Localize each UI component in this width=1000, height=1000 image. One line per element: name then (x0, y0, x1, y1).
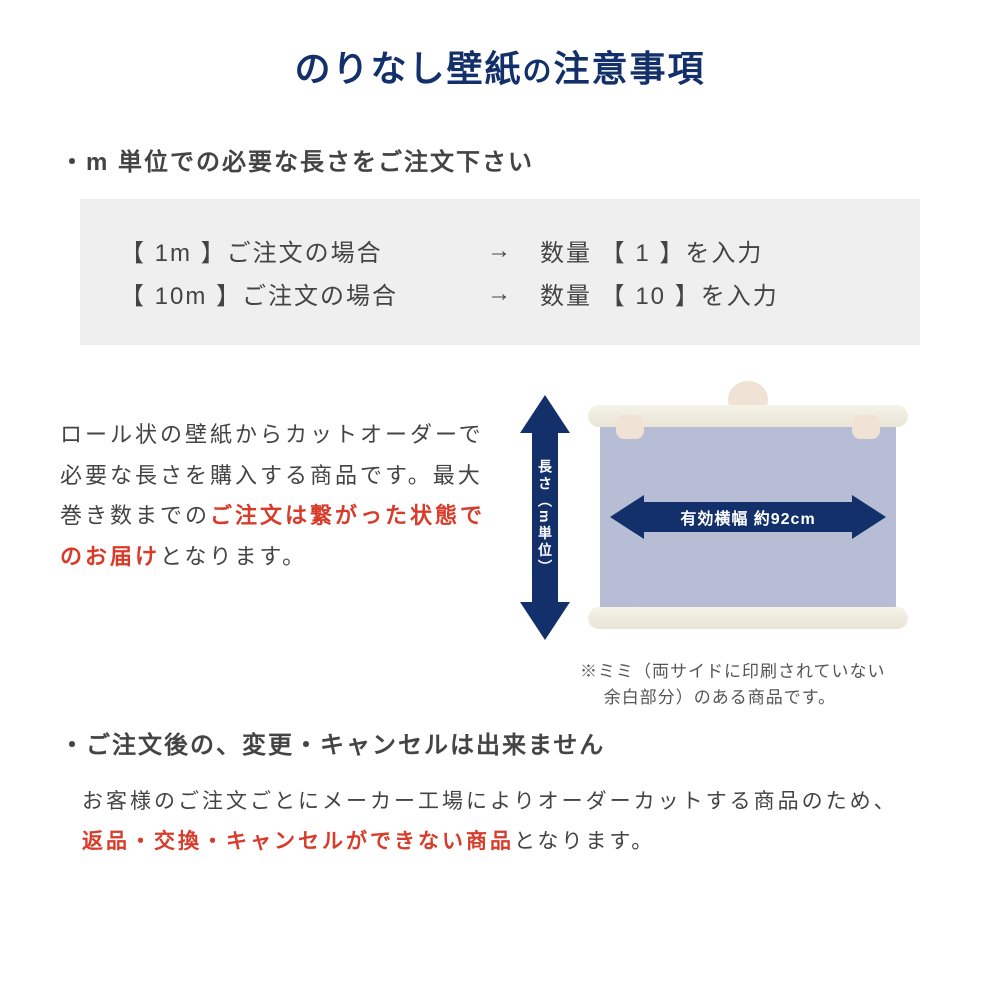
example-left: 【 1m 】ご注文の場合 (120, 233, 460, 268)
title-tail: 注意事項 (554, 48, 706, 89)
section2-body: お客様のご注文ごとにメーカー工場によりオーダーカットする商品のため、返品・交換・… (60, 782, 940, 862)
desc-line2: となります。 (160, 544, 307, 569)
width-arrow-icon: 有効横幅 約92cm (610, 495, 886, 539)
example-right: 数量 【 10 】を入力 (540, 276, 880, 311)
length-label: 長さ（m単位） (535, 459, 555, 576)
hand-icon (852, 415, 880, 439)
wallpaper-panel: 有効横幅 約92cm (588, 405, 908, 629)
hand-icon (616, 415, 644, 439)
section1-description: ロール状の壁紙からカットオーダーで必要な長さを購入する商品です。最大巻き数までの… (60, 385, 490, 578)
length-arrow-icon: 長さ（m単位） (520, 395, 570, 640)
section2-bullet: ・ご注文後の、変更・キャンセルは出来ません (60, 725, 940, 760)
title-main: のりなし壁紙 (294, 48, 522, 89)
body-post: となります。 (514, 830, 655, 853)
example-left: 【 10m 】ご注文の場合 (120, 276, 460, 311)
body-pre: お客様のご注文ごとにメーカー工場によりオーダーカットする商品のため、 (82, 790, 898, 813)
page-title: のりなし壁紙の注意事項 (60, 40, 940, 92)
roll-bottom-icon (588, 607, 908, 629)
arrow-icon: → (460, 237, 540, 265)
example-row: 【 1m 】ご注文の場合 → 数量 【 1 】を入力 (120, 233, 880, 268)
example-row: 【 10m 】ご注文の場合 → 数量 【 10 】を入力 (120, 276, 880, 311)
arrow-icon: → (460, 280, 540, 308)
example-right: 数量 【 1 】を入力 (540, 233, 880, 268)
wallpaper-diagram: 長さ（m単位） 有効横幅 約92cm ※ミミ（両サイドに印刷されていない 余白部… (510, 385, 940, 685)
section1-bullet: ・m 単位での必要な長さをご注文下さい (60, 142, 940, 177)
order-example-box: 【 1m 】ご注文の場合 → 数量 【 1 】を入力 【 10m 】ご注文の場合… (80, 199, 920, 345)
diagram-note: ※ミミ（両サイドに印刷されていない 余白部分）のある商品です。 (510, 659, 940, 710)
title-sub: の (522, 56, 553, 88)
width-label: 有効横幅 約92cm (680, 505, 815, 529)
body-emphasis: 返品・交換・キャンセルができない商品 (82, 830, 514, 853)
